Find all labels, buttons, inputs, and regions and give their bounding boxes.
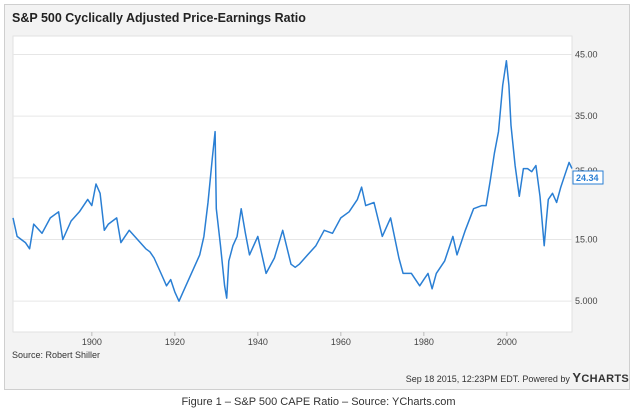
x-tick-label: 2000 — [497, 337, 517, 347]
x-tick-label: 1900 — [82, 337, 102, 347]
powered-by: Powered by — [522, 374, 570, 384]
gridlines — [13, 54, 572, 302]
last-value-label: 24.34 — [576, 173, 599, 183]
last-value-marker: 24.34 — [572, 170, 604, 185]
figure-caption: Figure 1 – S&P 500 CAPE Ratio – Source: … — [181, 396, 456, 408]
x-tick-label: 1920 — [165, 337, 185, 347]
footer-attribution: Sep 18 2015, 12:23PM EDT. Powered by YCH… — [406, 370, 629, 385]
y-tick-label: 5.000 — [575, 296, 598, 306]
y-tick-label: 45.00 — [575, 50, 598, 60]
cape-series-line — [12, 59, 573, 302]
timestamp: Sep 18 2015, 12:23PM EDT. — [405, 374, 520, 384]
x-tick-label: 1940 — [248, 337, 268, 347]
y-tick-label: 15.00 — [575, 235, 598, 245]
x-tick-label: 1960 — [331, 337, 351, 347]
source-note: Source: Robert Shiller — [12, 350, 101, 360]
chart-title: S&P 500 Cyclically Adjusted Price-Earnin… — [12, 11, 306, 25]
plot-area — [12, 35, 573, 333]
ycharts-logo[interactable]: YCHARTS — [572, 370, 629, 385]
y-tick-label: 35.00 — [575, 111, 598, 121]
x-axis: 1900 1920 1940 1960 1980 2000 — [82, 332, 517, 347]
x-tick-label: 1980 — [414, 337, 434, 347]
